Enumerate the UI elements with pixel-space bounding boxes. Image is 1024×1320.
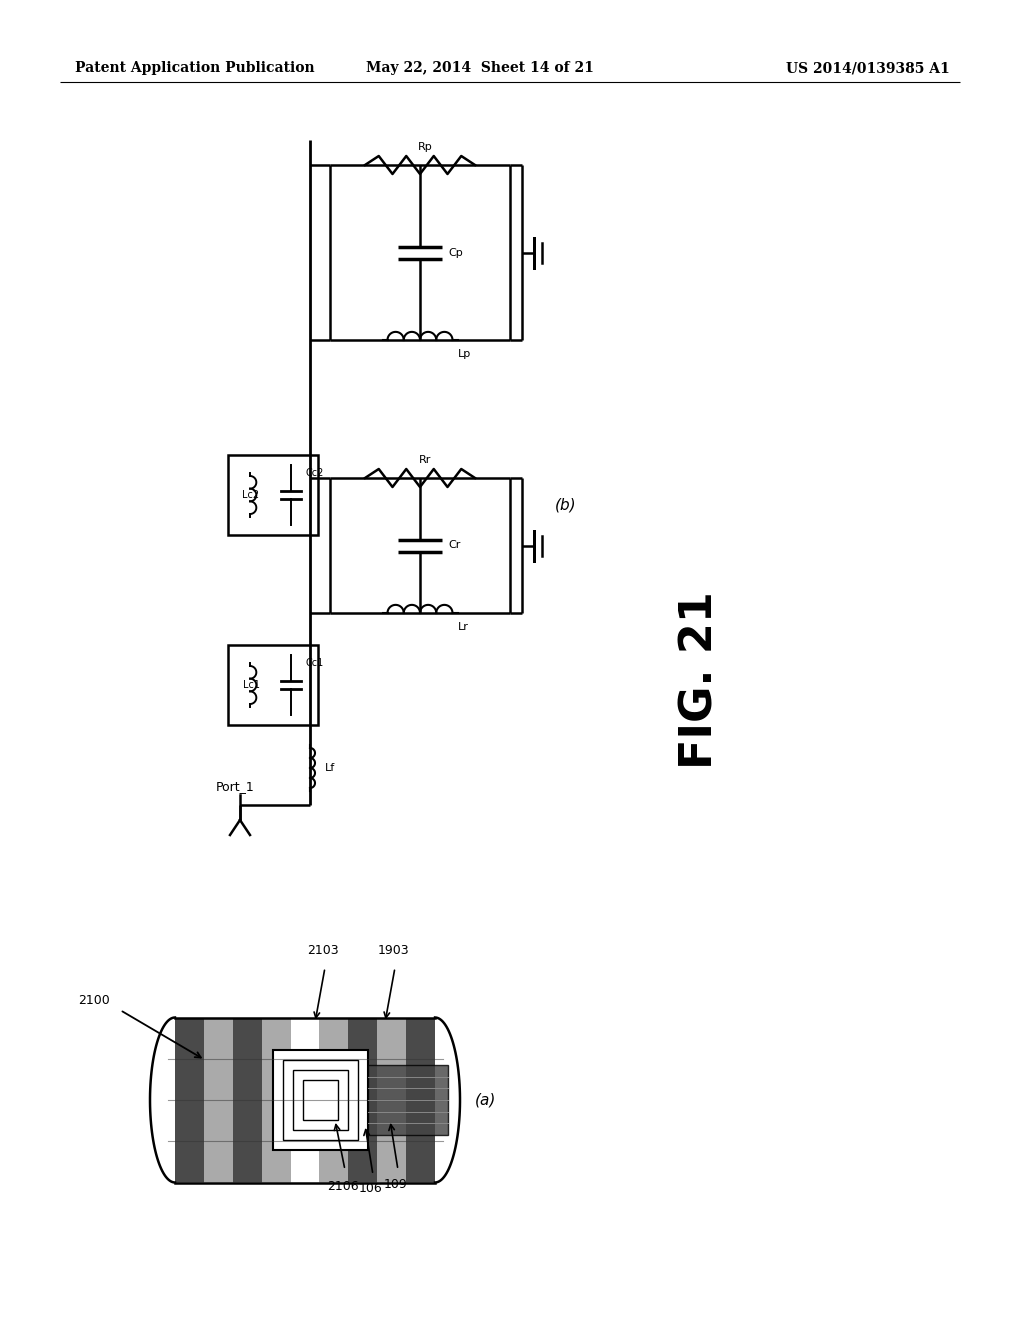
Text: Port_1: Port_1 bbox=[216, 780, 254, 793]
Bar bbox=[175, 1018, 204, 1183]
Text: Lc2: Lc2 bbox=[243, 490, 259, 500]
Text: 109: 109 bbox=[384, 1177, 408, 1191]
Bar bbox=[319, 1018, 348, 1183]
Text: 2106: 2106 bbox=[328, 1180, 358, 1193]
Text: 2103: 2103 bbox=[307, 945, 339, 957]
Text: US 2014/0139385 A1: US 2014/0139385 A1 bbox=[786, 61, 950, 75]
Bar bbox=[291, 1018, 319, 1183]
Bar bbox=[377, 1018, 407, 1183]
Text: Cr: Cr bbox=[449, 540, 461, 550]
Bar bbox=[368, 1065, 447, 1135]
Text: (a): (a) bbox=[475, 1093, 497, 1107]
Text: Lp: Lp bbox=[458, 348, 471, 359]
Text: Patent Application Publication: Patent Application Publication bbox=[75, 61, 314, 75]
Bar bbox=[232, 1018, 262, 1183]
Text: Cc2: Cc2 bbox=[305, 469, 324, 478]
Bar bbox=[302, 1080, 338, 1119]
Bar bbox=[283, 1060, 357, 1140]
Text: Cc1: Cc1 bbox=[305, 657, 324, 668]
Bar bbox=[228, 645, 318, 725]
Text: FIG. 21: FIG. 21 bbox=[679, 591, 722, 770]
Text: Rp: Rp bbox=[418, 143, 432, 152]
Text: 106: 106 bbox=[359, 1181, 383, 1195]
Text: 1903: 1903 bbox=[377, 945, 409, 957]
Bar bbox=[407, 1018, 435, 1183]
Text: May 22, 2014  Sheet 14 of 21: May 22, 2014 Sheet 14 of 21 bbox=[366, 61, 594, 75]
Bar bbox=[272, 1049, 368, 1150]
Text: 2100: 2100 bbox=[78, 994, 110, 1006]
Text: Lf: Lf bbox=[325, 763, 335, 774]
Bar bbox=[228, 455, 318, 535]
Text: Lc1: Lc1 bbox=[243, 680, 259, 690]
Text: Lr: Lr bbox=[458, 622, 469, 632]
Text: (b): (b) bbox=[555, 498, 577, 512]
Bar bbox=[348, 1018, 377, 1183]
Text: Rr: Rr bbox=[419, 455, 431, 465]
Text: Cp: Cp bbox=[449, 248, 463, 257]
Bar bbox=[262, 1018, 291, 1183]
Bar bbox=[204, 1018, 232, 1183]
Bar bbox=[293, 1071, 347, 1130]
